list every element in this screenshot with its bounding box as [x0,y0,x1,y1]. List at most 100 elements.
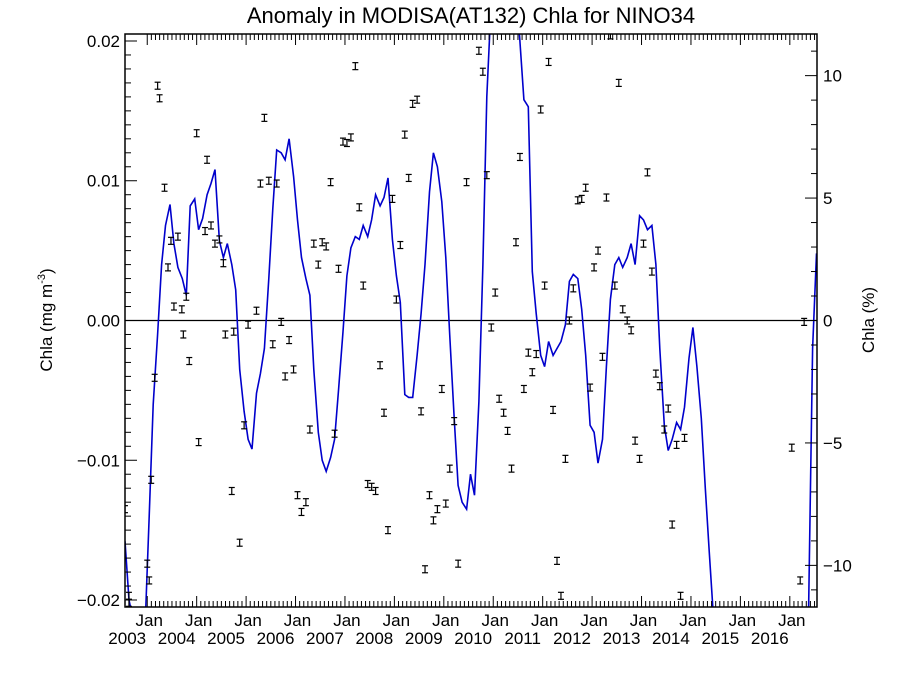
errorbar-point [463,178,470,187]
errorbar-point [220,259,227,268]
y-left-tick-label: 0.02 [87,32,120,51]
errorbar-point [426,491,433,500]
errorbar-point [508,464,515,473]
errorbar-point [619,305,626,314]
errorbar-point [562,454,569,463]
y-axis-right-label: Chla (%) [859,287,878,353]
errorbar-point [652,369,659,378]
errorbar-point [512,238,519,247]
errorbar-point [290,365,297,374]
errorbar-point [125,591,132,600]
errorbar-point [455,559,462,568]
errorbar-point [302,498,309,507]
errorbar-point [195,437,202,447]
errorbar-point [193,129,200,138]
y-left-tick-label: −0.02 [77,591,120,610]
errorbar-point [372,486,379,496]
y-right-tick-label: 10 [823,67,842,86]
errorbar-point [430,516,437,525]
errorbar-point [636,454,643,463]
y-right-tick-label: 5 [823,189,832,208]
errorbar-point [294,491,301,500]
errorbar-point [640,239,647,248]
errorbar-point [202,226,209,236]
errorbar-point [241,421,248,430]
chla-anomaly-line [125,34,817,607]
errorbar-point [204,155,211,164]
errorbar-point [352,62,359,71]
errorbar-point [286,335,293,345]
errorbar-point [327,178,334,187]
errorbar-point [265,176,272,185]
x-tick-label-year: 2011 [504,629,541,648]
errorbar-point [368,482,375,491]
errorbar-point [483,171,490,180]
x-tick-label-month: Jan [333,611,360,630]
errorbar-point [186,356,193,366]
x-tick-label-year: 2008 [355,629,393,648]
errorbar-point [624,316,631,325]
errorbar-point [797,576,804,585]
errorbar-point [165,263,172,272]
x-tick-label-month: Jan [482,611,509,630]
errorbar-point [434,505,441,514]
x-tick-label-month: Jan [630,611,657,630]
errorbar-point [154,81,161,90]
errorbar-point [347,133,354,142]
x-tick-label-year: 2015 [701,629,739,648]
y-left-tick-label: −0.01 [77,451,120,470]
x-tick-label-year: 2003 [108,629,146,648]
errorbar-point [599,352,606,361]
errorbar-point [148,475,155,484]
errorbar-point [211,239,218,248]
errorbar-point [788,443,795,452]
x-tick-label-year: 2014 [652,629,690,648]
y-axis-left-label-close: ) [37,268,56,274]
errorbar-point [144,559,151,568]
errorbar-point [306,425,313,434]
errorbar-point [677,591,684,600]
errorbar-point [615,78,622,88]
errorbar-point [125,505,128,514]
errorbar-point [595,246,602,255]
errorbar-point [319,238,326,247]
errorbar-point [335,264,342,273]
errorbar-point [488,323,495,332]
x-tick-label-month: Jan [234,611,261,630]
errorbar-point [541,281,548,290]
errorbar-point [178,305,185,314]
errorbar-point [183,292,190,301]
y-axis-left-label: Chla (mg m-3) [36,268,56,371]
errorbar-point [170,302,177,311]
y-right-tick-label: −5 [823,434,842,453]
x-tick-label-month: Jan [185,611,212,630]
y-axis-right: −10 −5 0 5 10 [805,50,852,591]
errorbar-point [422,565,429,574]
errorbar-point [298,507,305,517]
errorbar-point [397,240,404,250]
errorbar-point [438,384,445,394]
y-right-tick-label: 0 [823,312,832,331]
errorbar-point [537,105,544,114]
errorbar-point [451,417,458,426]
x-tick-label-month: Jan [729,611,756,630]
errorbar-point [661,425,668,434]
errorbar-point [364,479,371,489]
x-tick-label-month: Jan [383,611,410,630]
errorbar-point [208,221,215,230]
errorbar-point [261,113,268,122]
errorbar-point [550,405,557,415]
x-tick-label-year: 2012 [553,629,591,648]
errorbar-point [384,526,391,535]
errorbar-point [174,232,181,241]
errorbar-point [389,194,396,204]
x-tick-label-year: 2007 [306,629,344,648]
x-tick-label-month: Jan [284,611,311,630]
errorbar-point [222,330,229,339]
errorbar-point [475,46,482,55]
errorbar-point [603,193,610,202]
errorbar-point [644,168,651,177]
errorbar-point [582,183,589,192]
x-tick-label-month: Jan [778,611,805,630]
errorbar-point [310,239,317,248]
